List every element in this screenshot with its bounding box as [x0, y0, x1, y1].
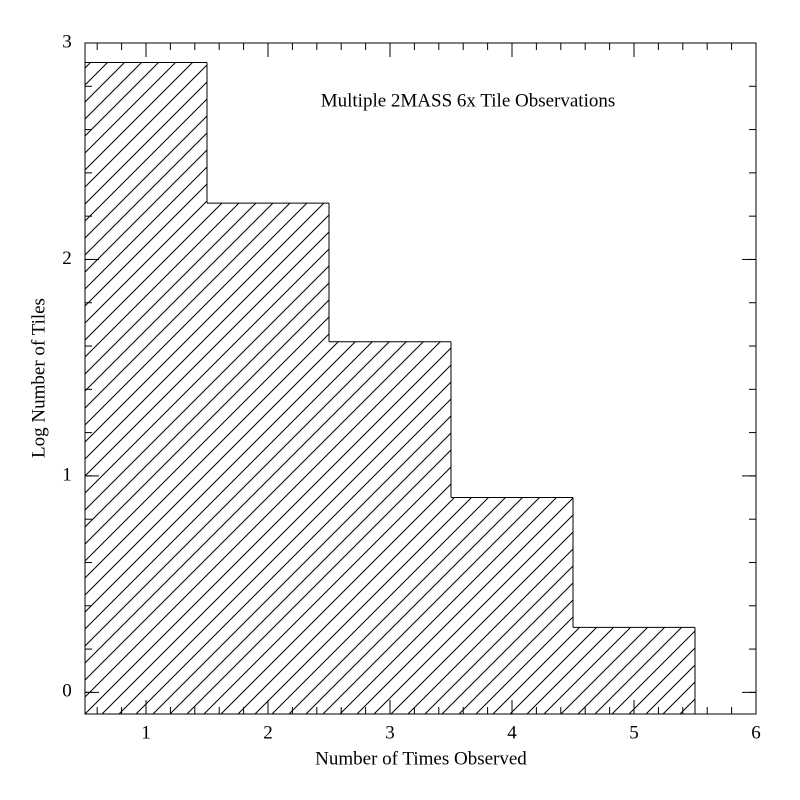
x-tick-label: 4 — [507, 722, 517, 743]
x-axis-label: Number of Times Observed — [315, 748, 527, 769]
x-tick-label: 6 — [751, 722, 761, 743]
bar — [207, 203, 329, 714]
x-tick-label: 2 — [263, 722, 273, 743]
y-tick-label: 0 — [62, 681, 72, 702]
y-tick-label: 1 — [62, 464, 72, 485]
y-tick-label: 2 — [62, 248, 72, 269]
chart-title: Multiple 2MASS 6x Tile Observations — [321, 90, 616, 111]
x-tick-label: 1 — [141, 722, 151, 743]
x-tick-label: 3 — [385, 722, 395, 743]
x-tick-label: 5 — [629, 722, 639, 743]
y-tick-label: 3 — [62, 31, 72, 52]
y-axis-label: Log Number of Tiles — [28, 298, 49, 458]
bar — [329, 341, 451, 714]
bar — [451, 497, 573, 714]
bar — [573, 627, 695, 714]
bar — [85, 62, 207, 714]
plot-frame — [84, 42, 757, 715]
